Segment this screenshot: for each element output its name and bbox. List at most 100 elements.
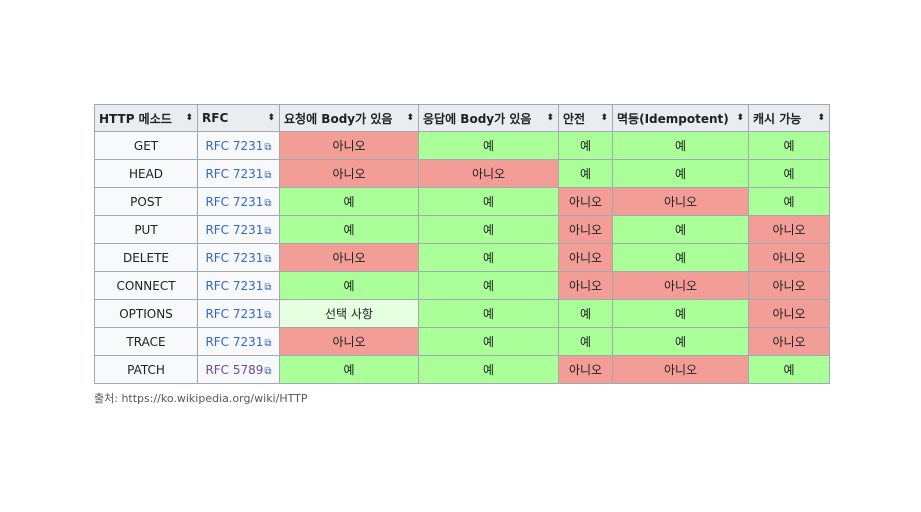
sort-icon[interactable]: ⬍ (185, 112, 193, 123)
header-cell-content: RFC ⬍ (202, 111, 275, 125)
header-row: HTTP 메소드 ⬍ RFC ⬍ 요청에 Body가 있음 ⬍ 응답에 Body가 있음 ⬍ 안… (94, 104, 830, 132)
header-cell-content: HTTP 메소드 ⬍ (99, 110, 193, 127)
status-cell-idempotent: 예 (612, 243, 749, 272)
status-cell-request-body: 예 (279, 355, 419, 384)
external-link-icon[interactable]: ⧉ (264, 281, 272, 293)
method-cell: TRACE (94, 327, 198, 356)
header-cell-content: 요청에 Body가 있음 ⬍ (284, 110, 414, 127)
external-link-icon[interactable]: ⧉ (264, 253, 272, 265)
status-cell-cacheable: 아니오 (748, 215, 830, 244)
status-cell-cacheable: 예 (748, 355, 830, 384)
sort-icon[interactable]: ⬍ (817, 112, 825, 123)
status-cell-idempotent: 아니오 (612, 355, 749, 384)
sort-icon[interactable]: ⬍ (736, 112, 744, 123)
rfc-link[interactable]: RFC 7231 (205, 250, 264, 265)
column-header-label: HTTP 메소드 (99, 111, 172, 126)
column-header-safe[interactable]: 안전 ⬍ (558, 104, 613, 132)
sort-icon[interactable]: ⬍ (406, 112, 414, 123)
external-link-icon[interactable]: ⧉ (264, 337, 272, 349)
status-cell-response-body: 예 (418, 131, 559, 160)
column-header-rfc[interactable]: RFC ⬍ (197, 104, 280, 132)
column-header-response-body[interactable]: 응답에 Body가 있음 ⬍ (418, 104, 559, 132)
status-cell-idempotent: 아니오 (612, 271, 749, 300)
table-header: HTTP 메소드 ⬍ RFC ⬍ 요청에 Body가 있음 ⬍ 응답에 Body가 있음 ⬍ 안… (94, 104, 830, 132)
column-header-method[interactable]: HTTP 메소드 ⬍ (94, 104, 198, 132)
column-header-label: 멱등(Idempotent) (617, 111, 729, 126)
method-cell: POST (94, 187, 198, 216)
external-link-icon[interactable]: ⧉ (264, 309, 272, 321)
table-row: GET RFC 7231⧉ 아니오 예 예 예 예 (94, 131, 830, 160)
status-cell-cacheable: 아니오 (748, 327, 830, 356)
method-cell: PUT (94, 215, 198, 244)
header-cell-content: 멱등(Idempotent) ⬍ (617, 110, 744, 127)
status-cell-idempotent: 예 (612, 215, 749, 244)
status-cell-safe: 아니오 (558, 215, 613, 244)
status-cell-idempotent: 아니오 (612, 187, 749, 216)
rfc-link[interactable]: RFC 5789 (205, 362, 264, 377)
status-cell-safe: 아니오 (558, 243, 613, 272)
method-cell: CONNECT (94, 271, 198, 300)
column-header-label: 요청에 Body가 있음 (284, 111, 393, 126)
sort-icon[interactable]: ⬍ (546, 112, 554, 123)
column-header-label: 응답에 Body가 있음 (423, 111, 532, 126)
rfc-cell: RFC 7231⧉ (197, 187, 280, 216)
status-cell-safe: 아니오 (558, 355, 613, 384)
column-header-request-body[interactable]: 요청에 Body가 있음 ⬍ (279, 104, 419, 132)
external-link-icon[interactable]: ⧉ (264, 141, 272, 153)
status-cell-safe: 예 (558, 131, 613, 160)
status-cell-request-body: 예 (279, 271, 419, 300)
external-link-icon[interactable]: ⧉ (264, 365, 272, 377)
status-cell-request-body: 아니오 (279, 243, 419, 272)
rfc-link[interactable]: RFC 7231 (205, 334, 264, 349)
table-row: CONNECT RFC 7231⧉ 예 예 아니오 아니오 아니오 (94, 271, 830, 300)
method-cell: GET (94, 131, 198, 160)
status-cell-response-body: 예 (418, 355, 559, 384)
sort-icon[interactable]: ⬍ (600, 112, 608, 123)
rfc-cell: RFC 7231⧉ (197, 159, 280, 188)
status-cell-safe: 아니오 (558, 187, 613, 216)
column-header-idempotent[interactable]: 멱등(Idempotent) ⬍ (612, 104, 749, 132)
table-row: PUT RFC 7231⧉ 예 예 아니오 예 아니오 (94, 215, 830, 244)
rfc-link[interactable]: RFC 7231 (205, 138, 264, 153)
status-cell-idempotent: 예 (612, 327, 749, 356)
table-row: HEAD RFC 7231⧉ 아니오 아니오 예 예 예 (94, 159, 830, 188)
status-cell-safe: 예 (558, 299, 613, 328)
status-cell-cacheable: 아니오 (748, 271, 830, 300)
rfc-link[interactable]: RFC 7231 (205, 166, 264, 181)
table-row: TRACE RFC 7231⧉ 아니오 예 예 예 아니오 (94, 327, 830, 356)
sort-icon[interactable]: ⬍ (267, 112, 275, 123)
external-link-icon[interactable]: ⧉ (264, 225, 272, 237)
status-cell-safe: 예 (558, 159, 613, 188)
column-header-label: 안전 (563, 111, 586, 126)
rfc-cell: RFC 7231⧉ (197, 299, 280, 328)
status-cell-idempotent: 예 (612, 131, 749, 160)
column-header-cacheable[interactable]: 캐시 가능 ⬍ (748, 104, 830, 132)
column-header-label: 캐시 가능 (753, 111, 802, 126)
http-methods-table: HTTP 메소드 ⬍ RFC ⬍ 요청에 Body가 있음 ⬍ 응답에 Body가 있음 ⬍ 안… (94, 104, 830, 384)
status-cell-cacheable: 아니오 (748, 299, 830, 328)
rfc-cell: RFC 5789⧉ (197, 355, 280, 384)
external-link-icon[interactable]: ⧉ (264, 169, 272, 181)
table-row: POST RFC 7231⧉ 예 예 아니오 아니오 예 (94, 187, 830, 216)
status-cell-request-body: 선택 사항 (279, 299, 419, 328)
source-caption: 출처: https://ko.wikipedia.org/wiki/HTTP (94, 392, 308, 405)
status-cell-cacheable: 예 (748, 159, 830, 188)
status-cell-response-body: 아니오 (418, 159, 559, 188)
table-row: DELETE RFC 7231⧉ 아니오 예 아니오 예 아니오 (94, 243, 830, 272)
rfc-cell: RFC 7231⧉ (197, 131, 280, 160)
table-body: GET RFC 7231⧉ 아니오 예 예 예 예 HEAD RFC 7231⧉ 아니오 아니오 예 예… (94, 131, 830, 384)
http-methods-table-wrapper: HTTP 메소드 ⬍ RFC ⬍ 요청에 Body가 있음 ⬍ 응답에 Body가 있음 ⬍ 안… (94, 104, 830, 384)
rfc-link[interactable]: RFC 7231 (205, 222, 264, 237)
rfc-link[interactable]: RFC 7231 (205, 194, 264, 209)
status-cell-request-body: 아니오 (279, 159, 419, 188)
status-cell-cacheable: 아니오 (748, 243, 830, 272)
header-cell-content: 안전 ⬍ (563, 110, 608, 127)
status-cell-safe: 예 (558, 327, 613, 356)
status-cell-cacheable: 예 (748, 187, 830, 216)
external-link-icon[interactable]: ⧉ (264, 197, 272, 209)
rfc-link[interactable]: RFC 7231 (205, 278, 264, 293)
status-cell-response-body: 예 (418, 243, 559, 272)
status-cell-response-body: 예 (418, 271, 559, 300)
rfc-link[interactable]: RFC 7231 (205, 306, 264, 321)
table-row: OPTIONS RFC 7231⧉ 선택 사항 예 예 예 아니오 (94, 299, 830, 328)
